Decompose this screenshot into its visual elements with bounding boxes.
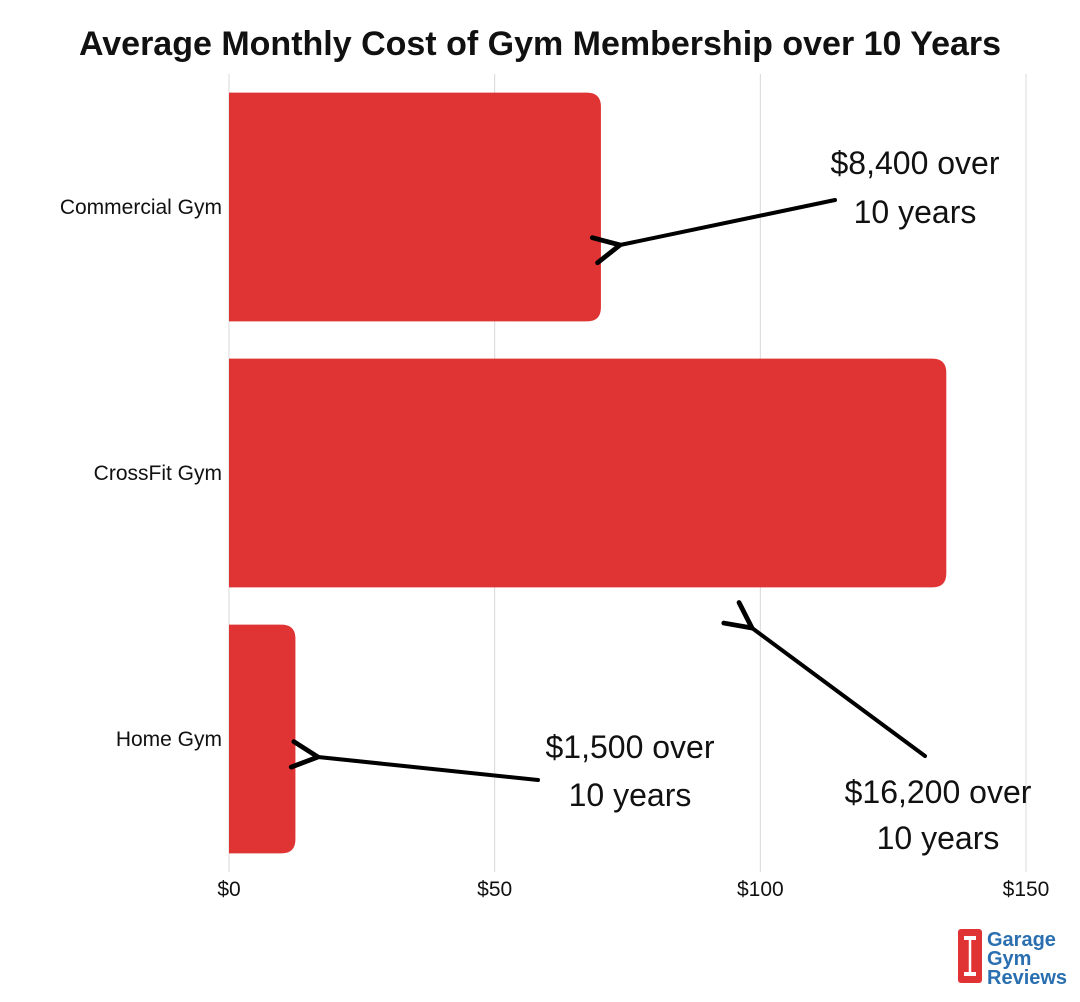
chart-title: Average Monthly Cost of Gym Membership o… [79,25,1001,63]
category-label: Commercial Gym [60,196,222,219]
annotation-text: 10 years [569,777,692,813]
garage-gym-reviews-logo: Garage Gym Reviews [958,929,1067,989]
bar-crossfit-gym [229,358,947,588]
x-tick-label: $100 [737,878,784,901]
x-tick-label: $150 [1003,878,1050,901]
logo-text-line-3: Reviews [987,967,1067,989]
x-tick-label: $50 [477,878,512,901]
bar-home-gym [229,624,296,854]
bars [229,92,947,854]
annotation-text: $8,400 over [830,145,999,181]
category-label: CrossFit Gym [94,462,222,485]
logo-text-line-2: Gym [987,948,1031,970]
annotation-text: 10 years [877,820,1000,856]
annotation-arrow-icon [721,600,927,758]
annotation-arrow-icon [589,198,837,266]
bar-commercial-gym [229,92,601,322]
category-label: Home Gym [116,728,222,751]
x-tick-label: $0 [217,878,240,901]
annotation-text: $16,200 over [845,774,1032,810]
logo-text-line-1: Garage [987,929,1056,951]
annotations: $8,400 over 10 years $16,200 over 10 years $… [288,145,1032,856]
x-tick-labels: $0 $50 $100 $150 [217,878,1049,901]
annotation-arrow-icon [288,739,540,782]
barbell-icon [964,936,976,976]
annotation-text: $1,500 over [545,729,714,765]
category-labels: Commercial Gym CrossFit Gym Home Gym [60,196,222,751]
annotation-text: 10 years [854,194,977,230]
